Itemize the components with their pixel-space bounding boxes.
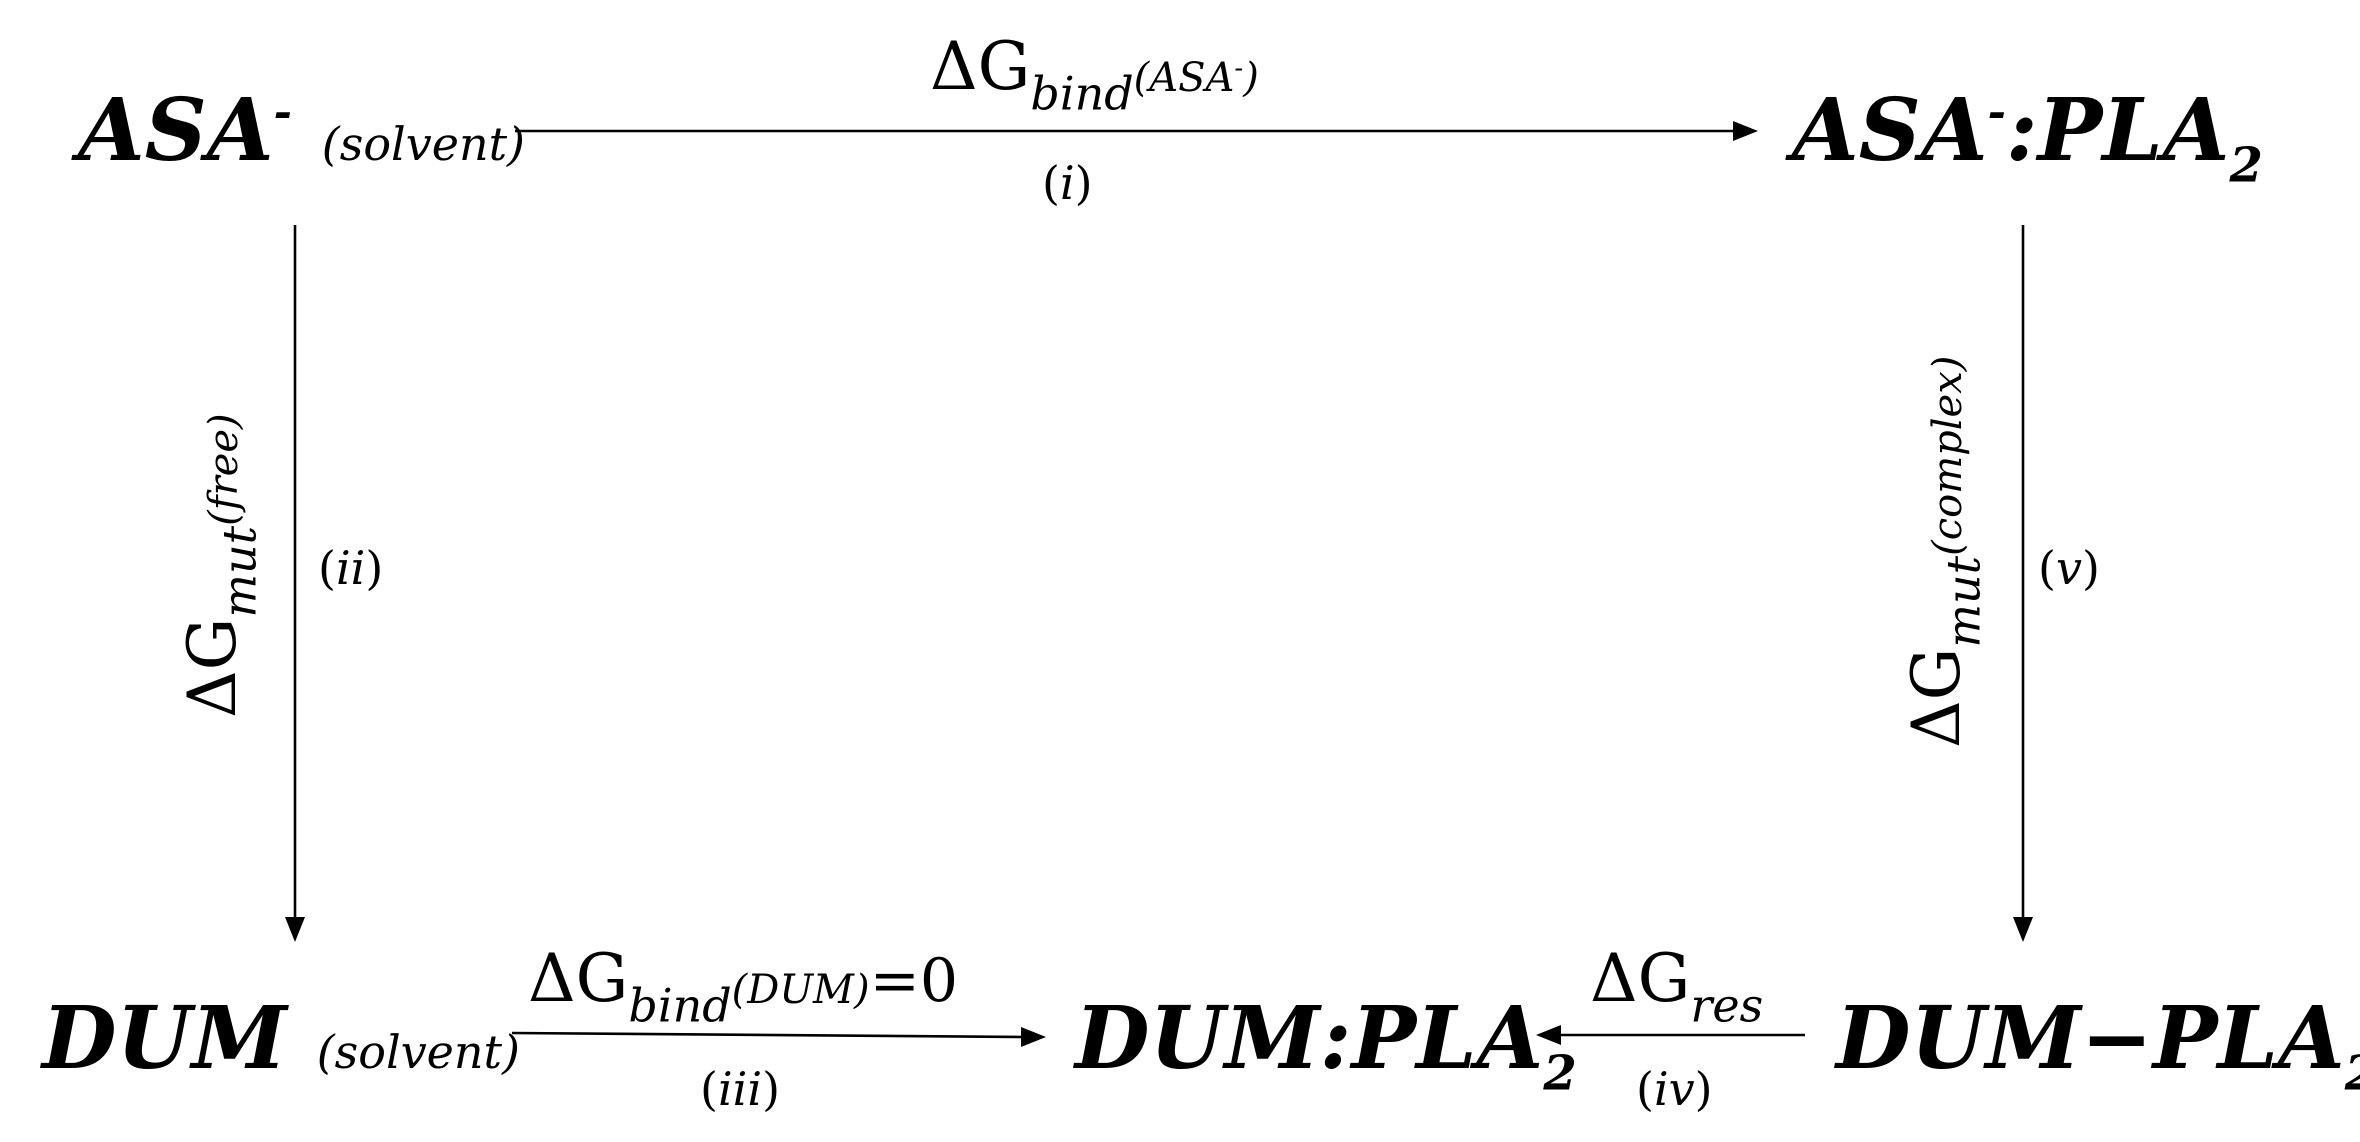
node-dum-pla2-bonded: DUM−PLA2 [1836,996,2360,1098]
subscript-mut: mut [212,525,267,618]
arrow-i [515,121,1758,141]
delta-symbol: Δ [1590,940,1638,1017]
g-symbol: G [1637,940,1691,1017]
arrow-iv [1536,1025,1805,1045]
step-iv: (iv) [1636,1062,1713,1116]
subscript-bind: bind [1030,66,1134,121]
label-dg-bind-asa: ΔGbind(ASA-) [930,34,1259,117]
bond-symbol: − [2080,988,2153,1089]
node-dum-pla2: DUM:PLA2 [1075,996,1577,1098]
label-dg-mut-complex: ΔGmut(complex) [1898,355,1991,748]
condition-dum: (DUM) [731,967,870,1013]
complex-pla-subscript: 2 [2229,137,2263,194]
bonded-dum-label: DUM [1836,988,2081,1089]
dum-label: DUM [42,988,287,1089]
label-dg-res: ΔGres [1590,946,1763,1029]
complex-asa-label: ASA [1792,80,1988,181]
step-iii: (iii) [700,1062,781,1116]
asa-charge: - [273,87,292,138]
step-ii: (ii) [318,541,384,595]
g-symbol: G [1898,647,1975,701]
asa-phase: (solvent) [321,117,526,171]
complex-asa-charge: - [1987,87,2006,138]
dum-pla-label: DUM:PLA [1075,988,1544,1089]
label-dg-mut-free: ΔGmut(free) [174,413,267,718]
delta-symbol: Δ [930,28,978,105]
condition-complex: (complex) [1925,355,1971,556]
node-asa-solvent: ASA- (solvent) [78,88,525,174]
bonded-pla-subscript: 2 [2345,1046,2360,1102]
subscript-mut: mut [1936,555,1991,648]
arrow-iii [511,1027,1046,1047]
dum-phase: (solvent) [316,1025,520,1079]
condition-asa: (ASA-) [1133,53,1259,101]
delta-symbol: Δ [528,940,576,1017]
subscript-res: res [1690,978,1764,1033]
condition-free: (free) [201,413,247,526]
complex-pla-label: PLA [2037,80,2230,181]
label-dg-bind-dum: ΔGbind(DUM)=0 [528,946,958,1029]
complex-separator: : [2005,80,2038,181]
node-dum-solvent: DUM (solvent) [42,996,520,1082]
step-v: (v) [2038,541,2100,595]
subscript-bind: bind [628,978,732,1033]
asa-label: ASA [78,80,274,181]
arrow-v [2013,225,2033,942]
delta-symbol: Δ [174,670,251,718]
bonded-pla-label: PLA [2152,988,2345,1089]
arrow-ii [285,225,305,942]
step-i: (i) [1042,156,1093,210]
equals-zero: =0 [869,946,959,1016]
node-asa-pla2-complex: ASA-:PLA2 [1792,88,2263,190]
g-symbol: G [575,940,629,1017]
dum-pla-subscript: 2 [1543,1045,1577,1102]
delta-symbol: Δ [1898,700,1975,748]
g-symbol: G [977,28,1031,105]
g-symbol: G [174,617,251,671]
